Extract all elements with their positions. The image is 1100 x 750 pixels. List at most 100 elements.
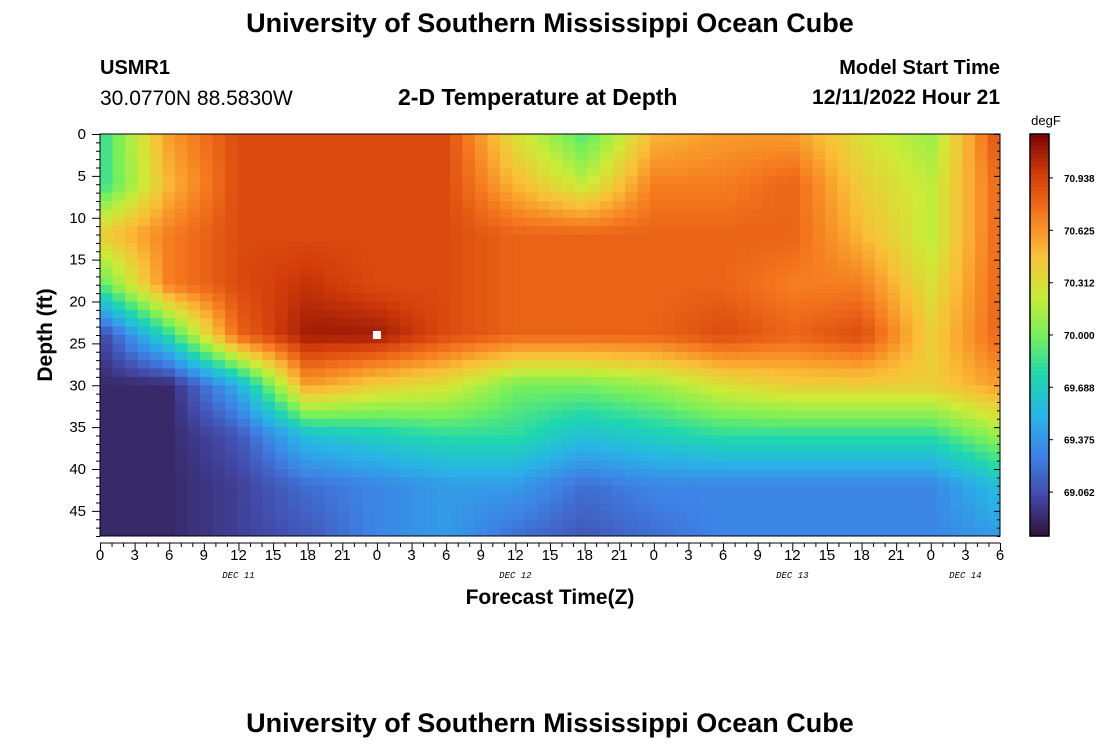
heatmap-cell (275, 527, 289, 536)
heatmap-cell (612, 301, 626, 311)
heatmap-cell (362, 351, 376, 361)
heatmap-cell (212, 385, 226, 395)
heatmap-cell (462, 485, 476, 495)
heatmap-cell (237, 159, 251, 169)
heatmap-cell (125, 435, 139, 445)
heatmap-cell (662, 159, 676, 169)
heatmap-cell (362, 402, 376, 411)
heatmap-cell (375, 368, 389, 378)
heatmap-cell (437, 251, 451, 261)
heatmap-cell (125, 293, 139, 303)
heatmap-cell (150, 251, 164, 261)
heatmap-cell (125, 150, 139, 160)
heatmap-cell (712, 435, 726, 445)
heatmap-cell (662, 452, 676, 462)
heatmap-cell (375, 301, 389, 311)
heatmap-cell (687, 477, 701, 487)
heatmap-cell (375, 159, 389, 169)
heatmap-cell (425, 268, 439, 277)
colorbar-swatch (1030, 330, 1049, 336)
heatmap-cell (950, 318, 964, 328)
heatmap-cell (350, 351, 364, 361)
heatmap-cell (962, 175, 976, 185)
heatmap-cell (537, 418, 551, 428)
heatmap-cell (175, 477, 189, 487)
heatmap-cell (212, 376, 226, 386)
heatmap-cell (950, 159, 964, 169)
heatmap-cell (987, 318, 1000, 328)
heatmap-cell (950, 167, 964, 177)
heatmap-cell (975, 301, 989, 311)
heatmap-cell (750, 167, 764, 177)
heatmap-cell (600, 209, 614, 219)
heatmap-cell (362, 276, 376, 286)
heatmap-cell (325, 234, 339, 244)
heatmap-cell (925, 326, 939, 336)
heatmap-cell (737, 184, 751, 194)
heatmap-cell (687, 242, 701, 252)
heatmap-cell (575, 502, 589, 512)
heatmap-cell (762, 184, 776, 194)
heatmap-cell (750, 460, 764, 470)
heatmap-cell (737, 234, 751, 244)
heatmap-cell (650, 460, 664, 470)
colorbar-swatch (1030, 371, 1049, 376)
heatmap-cell (625, 376, 639, 386)
heatmap-cell (150, 343, 164, 353)
heatmap-cell (275, 192, 289, 202)
heatmap-cell (512, 510, 526, 520)
heatmap-cell (850, 368, 864, 378)
heatmap-cell (312, 368, 326, 378)
heatmap-cell (312, 142, 326, 152)
heatmap-cell (950, 251, 964, 261)
heatmap-cell (500, 351, 514, 361)
heatmap-cell (237, 318, 251, 328)
heatmap-cell (862, 259, 876, 269)
heatmap-cell (112, 351, 126, 361)
heatmap-cell (962, 284, 976, 294)
heatmap-cell (737, 385, 751, 395)
heatmap-cell (400, 418, 414, 428)
heatmap-cell (812, 175, 826, 185)
heatmap-cell (825, 393, 839, 403)
heatmap-cell (550, 284, 564, 294)
heatmap-cell (262, 410, 276, 420)
heatmap-cell (500, 167, 514, 177)
heatmap-cell (212, 167, 226, 177)
heatmap-cell (125, 217, 139, 227)
heatmap-cell (425, 452, 439, 462)
heatmap-cell (887, 368, 901, 378)
heatmap-cell (412, 251, 426, 261)
heatmap-cell (875, 209, 889, 219)
heatmap-cell (250, 402, 264, 411)
heatmap-cell (937, 184, 951, 194)
heatmap-cell (812, 343, 826, 353)
heatmap-cell (425, 393, 439, 403)
heatmap-cell (237, 360, 251, 370)
heatmap-cell (375, 376, 389, 386)
heatmap-cell (612, 259, 626, 269)
heatmap-cell (712, 201, 726, 210)
heatmap-cell (575, 427, 589, 437)
colorbar-swatch (1030, 367, 1049, 372)
model-start-label: Model Start Time (839, 57, 1000, 79)
heatmap-cell (500, 460, 514, 470)
colorbar-swatch (1030, 511, 1049, 517)
heatmap-cell (212, 226, 226, 236)
heatmap-cell (800, 217, 814, 227)
heatmap-cell (187, 209, 201, 219)
heatmap-cell (300, 343, 314, 353)
heatmap-cell (300, 175, 314, 185)
heatmap-cell (250, 175, 264, 185)
heatmap-cell (287, 209, 301, 219)
heatmap-cell (112, 376, 126, 386)
heatmap-cell (725, 368, 739, 378)
heatmap-cell (525, 435, 539, 445)
heatmap-cell (312, 393, 326, 403)
heatmap-cell (712, 301, 726, 311)
heatmap-cell (875, 318, 889, 328)
heatmap-cell (587, 309, 601, 319)
heatmap-cell (200, 443, 214, 453)
heatmap-cell (712, 368, 726, 378)
heatmap-cell (312, 301, 326, 311)
